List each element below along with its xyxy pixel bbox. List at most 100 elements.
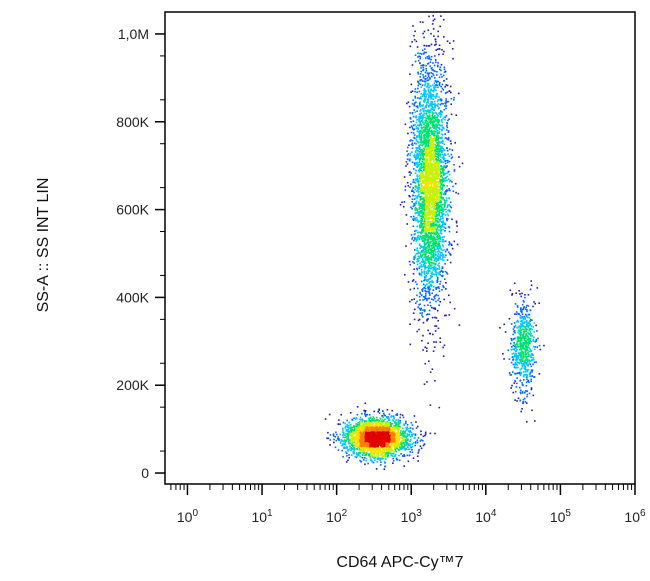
event-point [428, 139, 430, 141]
event-point [353, 437, 355, 440]
event-point [425, 90, 427, 93]
event-point [514, 363, 516, 366]
event-point [427, 270, 430, 273]
event-point [526, 360, 529, 362]
event-point [433, 109, 435, 112]
event-point [332, 435, 335, 437]
event-point [525, 334, 527, 336]
event-point [436, 116, 438, 119]
event-point [438, 247, 441, 250]
event-point [443, 164, 446, 167]
event-point [418, 151, 421, 153]
event-point [416, 441, 419, 444]
event-point [428, 213, 431, 216]
event-point [526, 374, 529, 377]
event-point [531, 328, 534, 331]
event-point [369, 459, 372, 462]
event-point [424, 196, 427, 198]
event-point [411, 103, 414, 105]
event-point [519, 386, 521, 389]
event-point [445, 159, 447, 162]
event-point [438, 165, 440, 168]
event-point [420, 138, 423, 140]
event-point [439, 300, 441, 303]
event-point [519, 330, 521, 332]
event-point [420, 112, 423, 115]
event-point [437, 327, 440, 330]
event-point [428, 121, 430, 123]
event-point [440, 102, 443, 105]
event-point [379, 459, 381, 461]
event-point [444, 240, 447, 242]
event-point [345, 461, 348, 463]
event-point [409, 288, 412, 291]
event-point [448, 178, 450, 180]
event-point [434, 165, 436, 167]
event-point [431, 200, 434, 202]
event-point [431, 211, 433, 213]
event-point [434, 172, 436, 174]
event-point [426, 214, 428, 217]
event-point [429, 275, 432, 277]
event-point [437, 124, 439, 126]
event-point [425, 242, 428, 245]
event-point [428, 206, 430, 209]
event-point [402, 427, 404, 430]
event-point [437, 208, 440, 210]
event-point [531, 335, 533, 337]
event-point [427, 117, 430, 120]
event-point [431, 175, 433, 178]
event-point [524, 361, 526, 363]
event-point [401, 432, 403, 435]
event-point [425, 64, 427, 67]
event-point [426, 223, 428, 225]
event-point [427, 241, 429, 243]
event-point [422, 211, 425, 214]
event-point [435, 130, 437, 133]
event-point [422, 186, 424, 189]
event-point [424, 119, 426, 122]
event-point [508, 372, 511, 374]
event-point [450, 103, 452, 105]
event-point [371, 418, 373, 420]
event-point [442, 256, 444, 258]
event-point [431, 141, 433, 144]
event-point [443, 173, 445, 176]
event-point [423, 202, 425, 204]
event-point [424, 160, 426, 163]
event-point [438, 195, 441, 197]
event-point [427, 125, 430, 128]
event-point [444, 230, 446, 232]
event-point [419, 76, 422, 78]
event-point [414, 308, 416, 311]
event-point [520, 307, 522, 309]
event-point [390, 449, 393, 451]
event-point [516, 342, 518, 345]
event-point [435, 149, 437, 152]
event-point [529, 371, 532, 374]
event-point [386, 423, 388, 425]
event-point [420, 86, 423, 88]
event-point [435, 238, 438, 241]
event-point [415, 147, 417, 149]
event-point [419, 113, 421, 115]
event-point [450, 113, 453, 116]
event-point [417, 128, 419, 131]
event-point [436, 84, 439, 87]
event-point [434, 379, 436, 382]
event-point [521, 333, 523, 336]
event-point [419, 62, 421, 64]
event-point [515, 353, 517, 356]
event-point [440, 99, 442, 102]
event-point [437, 217, 439, 220]
event-point [526, 361, 528, 364]
event-point [517, 331, 519, 334]
event-point [432, 269, 434, 271]
event-point [429, 78, 431, 80]
event-point [421, 220, 423, 223]
event-point [414, 137, 417, 140]
event-point [421, 255, 423, 257]
event-point [434, 203, 436, 205]
event-point [393, 417, 395, 420]
event-point [432, 217, 435, 219]
